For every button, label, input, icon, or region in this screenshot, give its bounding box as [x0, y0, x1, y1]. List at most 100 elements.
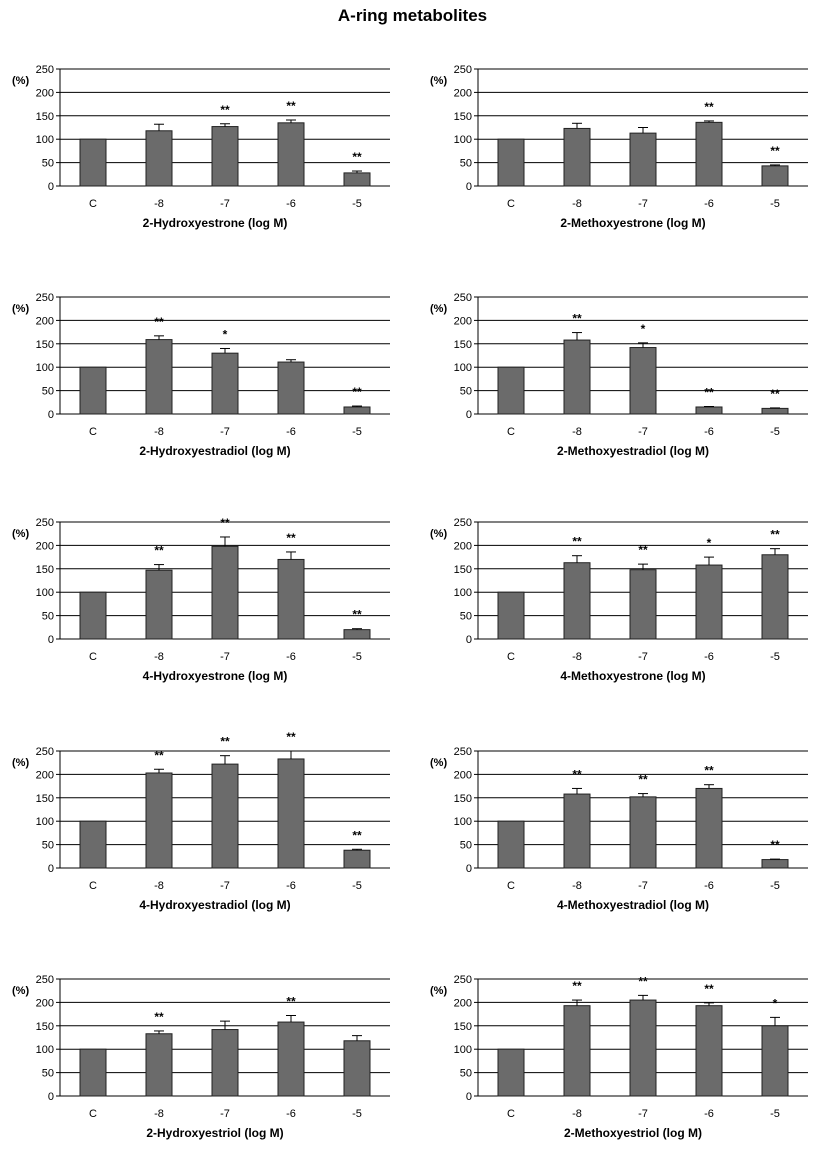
bar [343, 1040, 371, 1097]
y-tick-label: 250 [454, 517, 472, 529]
bar [761, 1025, 789, 1097]
significance-marker: ** [770, 144, 780, 158]
y-tick-label: 50 [460, 1068, 472, 1080]
bar [79, 366, 107, 415]
x-tick-label: -5 [352, 880, 362, 892]
x-tick-label: -5 [770, 651, 780, 663]
x-tick-label: -8 [154, 198, 164, 210]
significance-marker: * [773, 996, 778, 1010]
y-tick-label: 100 [36, 362, 54, 374]
significance-marker: ** [704, 100, 714, 114]
bar [629, 796, 657, 869]
y-tick-label: 100 [454, 816, 472, 828]
x-tick-label: -6 [704, 651, 714, 663]
y-tick-label: 200 [36, 540, 54, 552]
y-axis-label: (%) [12, 75, 29, 87]
significance-marker: ** [220, 735, 230, 749]
chart-panel: 0 50 100 150 200 250 (%) C ** -8 ** -7 * -6 ** -5 4-Meth… [430, 517, 808, 683]
bar [343, 406, 371, 415]
significance-marker: ** [572, 767, 582, 781]
y-tick-label: 100 [454, 362, 472, 374]
chart-panel: 0 50 100 150 200 250 (%) C -8 ** -7 ** -6 ** -5 2-Hydro… [12, 64, 390, 230]
y-tick-label: 50 [460, 611, 472, 623]
significance-marker: ** [572, 535, 582, 549]
chart-panel: 0 50 100 150 200 250 (%) C ** -8 ** -7 ** -6 ** -5 4-Hyd… [12, 516, 390, 683]
y-tick-label: 150 [36, 1021, 54, 1033]
significance-marker: ** [638, 543, 648, 557]
x-tick-label: -5 [352, 426, 362, 438]
y-axis-label: (%) [430, 303, 447, 315]
bar [277, 122, 305, 187]
x-tick-label: -8 [154, 880, 164, 892]
x-tick-label: C [507, 426, 515, 438]
y-tick-label: 150 [36, 111, 54, 123]
x-tick-label: C [89, 651, 97, 663]
x-tick-label: C [89, 426, 97, 438]
y-tick-label: 150 [454, 339, 472, 351]
significance-marker: ** [220, 103, 230, 117]
y-tick-label: 100 [36, 587, 54, 599]
bar [761, 554, 789, 640]
x-tick-label: -8 [154, 651, 164, 663]
y-axis-label: (%) [12, 528, 29, 540]
bar [79, 820, 107, 869]
significance-marker: ** [704, 764, 714, 778]
x-tick-label: -6 [286, 198, 296, 210]
chart-panel: 0 50 100 150 200 250 (%) C ** -8 ** -7 ** -6 ** -5 4-Met… [430, 746, 808, 912]
bar [695, 564, 723, 640]
x-axis-label: 2-Hydroxyestradiol (log M) [139, 444, 290, 458]
bar [343, 172, 371, 187]
bar [563, 339, 591, 415]
y-tick-label: 100 [36, 134, 54, 146]
significance-marker: ** [286, 730, 296, 744]
y-tick-label: 50 [42, 158, 54, 170]
x-tick-label: -8 [572, 880, 582, 892]
y-tick-label: 0 [48, 634, 54, 646]
x-tick-label: -8 [154, 1108, 164, 1120]
bar [277, 361, 305, 415]
significance-marker: ** [770, 387, 780, 401]
y-axis-label: (%) [12, 303, 29, 315]
x-tick-label: -8 [154, 426, 164, 438]
chart-panel: 0 50 100 150 200 250 (%) C ** -8 -7 ** -6 -5 2-Hydroxy… [12, 974, 390, 1140]
x-tick-label: -6 [286, 426, 296, 438]
y-tick-label: 250 [36, 292, 54, 304]
y-tick-label: 200 [454, 540, 472, 552]
y-tick-label: 0 [466, 863, 472, 875]
bar [277, 1021, 305, 1097]
x-tick-label: -7 [638, 198, 648, 210]
x-axis-label: 4-Hydroxyestradiol (log M) [139, 898, 290, 912]
bar [695, 406, 723, 415]
chart-panel: 0 50 100 150 200 250 (%) C -8 -7 ** -6 ** -5 2-Methoxy… [430, 64, 808, 230]
y-tick-label: 50 [42, 1068, 54, 1080]
y-tick-label: 0 [466, 409, 472, 421]
x-tick-label: -6 [286, 651, 296, 663]
x-tick-label: -7 [220, 426, 230, 438]
y-tick-label: 0 [466, 1091, 472, 1103]
y-axis-label: (%) [12, 757, 29, 769]
x-tick-label: -5 [770, 198, 780, 210]
significance-marker: ** [154, 1010, 164, 1024]
y-tick-label: 200 [454, 769, 472, 781]
bar [211, 763, 239, 869]
bar [563, 1005, 591, 1097]
x-axis-label: 2-Methoxyestrone (log M) [560, 216, 705, 230]
y-tick-label: 0 [48, 181, 54, 193]
x-axis-label: 4-Hydroxyestrone (log M) [143, 669, 288, 683]
x-tick-label: -8 [572, 426, 582, 438]
bar [211, 352, 239, 415]
y-tick-label: 200 [454, 315, 472, 327]
significance-marker: * [223, 327, 228, 341]
significance-marker: ** [572, 979, 582, 993]
x-tick-label: -5 [352, 651, 362, 663]
significance-marker: ** [352, 608, 362, 622]
x-tick-label: -8 [572, 651, 582, 663]
x-tick-label: -5 [352, 198, 362, 210]
bar [695, 121, 723, 187]
significance-marker: ** [352, 385, 362, 399]
x-tick-label: -7 [220, 880, 230, 892]
x-tick-label: -7 [638, 651, 648, 663]
y-tick-label: 0 [48, 1091, 54, 1103]
x-tick-label: C [89, 1108, 97, 1120]
